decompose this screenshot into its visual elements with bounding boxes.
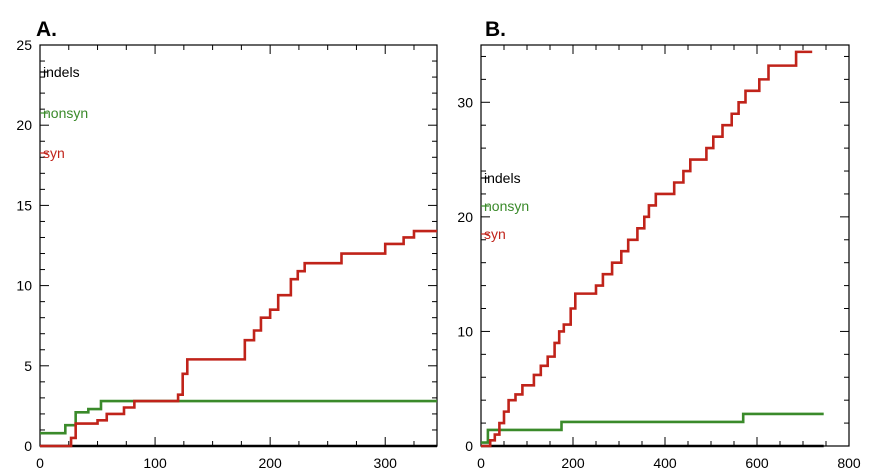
y-tick-label: 0 xyxy=(465,438,473,454)
x-tick-label: 200 xyxy=(561,455,585,471)
series-line-nonsyn xyxy=(481,412,824,444)
legend-label-indels: indels xyxy=(484,170,521,186)
x-tick-label: 400 xyxy=(653,455,677,471)
x-tick-label: 100 xyxy=(143,455,167,471)
x-tick-label: 300 xyxy=(374,455,398,471)
panel-a-label: A. xyxy=(36,18,57,41)
y-tick-label: 0 xyxy=(24,438,32,454)
y-tick-label: 10 xyxy=(16,278,32,294)
x-tick-label: 0 xyxy=(36,455,44,471)
legend-label-syn: syn xyxy=(43,145,65,161)
y-tick-label: 20 xyxy=(16,117,32,133)
y-tick-label: 15 xyxy=(16,197,32,213)
legend-label-syn: syn xyxy=(484,226,506,242)
series-line-nonsyn xyxy=(40,399,437,435)
y-tick-label: 25 xyxy=(16,37,32,53)
plot-frame xyxy=(480,44,850,447)
x-tick-label: 0 xyxy=(477,455,485,471)
series-line-syn xyxy=(481,50,813,448)
legend-label-indels: indels xyxy=(43,64,80,80)
panel-a: 0 100 200 300 0 5 10 15 20 25 indels nonsyn syn xyxy=(16,37,438,471)
plot-frame xyxy=(39,44,438,447)
legend-label-nonsyn: nonsyn xyxy=(484,198,529,214)
x-tick-label: 200 xyxy=(258,455,282,471)
y-tick-label: 10 xyxy=(457,323,473,339)
panel-b: 0 200 400 600 800 0 10 20 30 indels nonsyn syn xyxy=(457,44,861,471)
y-tick-label: 5 xyxy=(24,358,32,374)
panel-b-label: B. xyxy=(485,18,506,41)
series-line-syn xyxy=(40,229,437,448)
x-tick-label: 600 xyxy=(745,455,769,471)
y-tick-label: 30 xyxy=(457,94,473,110)
x-tick-label: 800 xyxy=(837,455,861,471)
legend-label-nonsyn: nonsyn xyxy=(43,105,88,121)
y-tick-label: 20 xyxy=(457,209,473,225)
